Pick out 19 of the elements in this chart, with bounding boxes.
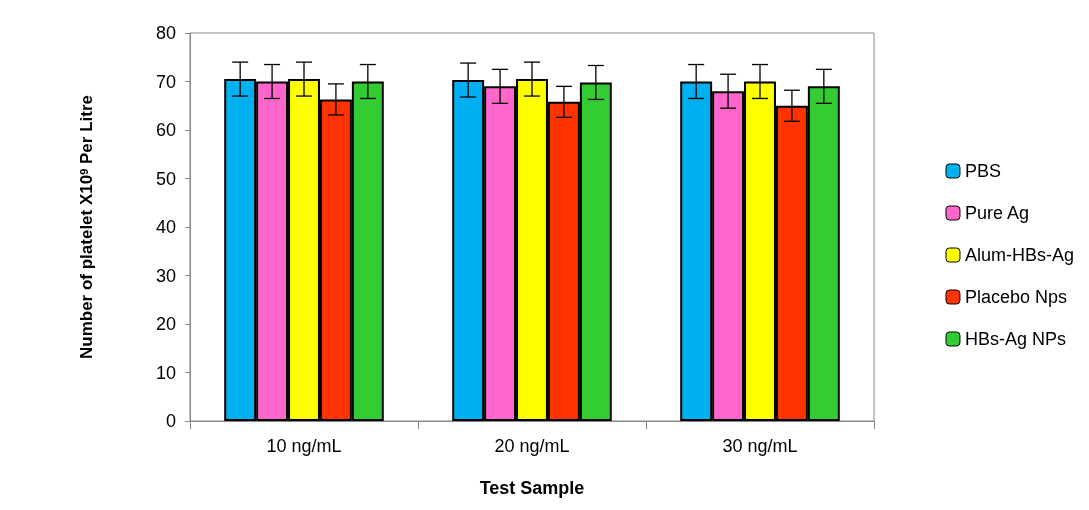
- y-tick-label: 50: [155, 168, 176, 189]
- x-tick-label: 10 ng/mL: [266, 436, 342, 456]
- y-tick-label: 0: [165, 411, 176, 431]
- y-tick-label: 60: [155, 120, 176, 140]
- y-tick-label: 20: [155, 314, 176, 334]
- y-tick-label: 40: [155, 217, 176, 237]
- legend-label: Alum-HBs-Ag: [964, 245, 1075, 265]
- legend-label: Pure Ag: [964, 203, 1030, 223]
- x-tick-label: 30 ng/mL: [722, 436, 798, 456]
- legend-label: Placebo Nps: [964, 287, 1068, 307]
- y-tick-label: 10: [155, 362, 176, 383]
- y-tick-label: 70: [155, 71, 176, 92]
- y-tick-label: 80: [155, 23, 176, 43]
- legend-label: HBs-Ag NPs: [964, 329, 1067, 349]
- legend-label: PBS: [964, 161, 1002, 181]
- y-tick-label: 30: [155, 265, 176, 286]
- y-axis-title: Number of platelet X109 Per Litre: [77, 94, 96, 360]
- x-tick-label: 20 ng/mL: [494, 436, 570, 456]
- x-axis-title: Test Sample: [479, 478, 585, 498]
